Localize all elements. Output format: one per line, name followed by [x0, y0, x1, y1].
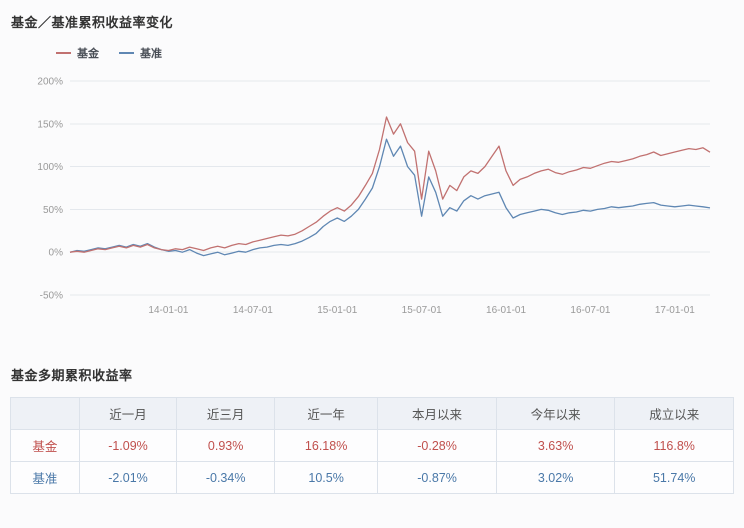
legend-item-基准[interactable]: 基准	[119, 45, 162, 61]
chart-section-title: 基金／基准累积收益率变化	[11, 15, 174, 30]
legend-item-基金[interactable]: 基金	[56, 45, 99, 61]
legend-label: 基金	[77, 48, 99, 60]
svg-text:0%: 0%	[49, 248, 64, 259]
svg-text:150%: 150%	[37, 119, 63, 130]
return-value-cell: 51.74%	[614, 461, 734, 494]
fund-performance-page: 基金／基准累积收益率变化 基金 基准 200% 150% 100% 50% 0% -50% 1…	[10, 15, 744, 494]
return-value-cell: 10.5%	[273, 461, 379, 494]
svg-text:17-01-01: 17-01-01	[655, 305, 695, 316]
return-value-cell: 3.63%	[495, 429, 616, 462]
cumulative-return-chart: 200% 150% 100% 50% 0% -50% 14-01-01 14-07-01 15-…	[37, 77, 711, 316]
svg-text:50%: 50%	[43, 205, 63, 216]
return-table-header: 近一月 近三月 近一年 本月以来 今年以来 成立以来	[10, 397, 734, 430]
table-row-基准: 基准 -2.01% -0.34% 10.5% -0.87% 3.02% 51.74%	[10, 461, 734, 494]
legend-line-icon	[56, 52, 71, 54]
header-cell: 成立以来	[614, 397, 734, 430]
legend-line-icon	[119, 52, 134, 54]
return-value-cell: -2.01%	[78, 461, 178, 494]
header-cell: 今年以来	[495, 397, 616, 430]
return-value-cell: 0.93%	[176, 429, 275, 462]
svg-text:100%: 100%	[37, 162, 63, 173]
chart-legend: 基金 基准	[56, 45, 744, 61]
return-value-cell: 16.18%	[273, 429, 379, 462]
cumulative-return-chart-card: 基金 基准 200% 150% 100% 50% 0% -50% 14-01-01 14-07-…	[26, 45, 744, 325]
header-cell: 近三月	[176, 397, 275, 430]
return-value-cell: -0.87%	[377, 461, 497, 494]
row-label: 基准	[10, 461, 80, 494]
legend-label: 基准	[140, 48, 162, 60]
svg-text:14-01-01: 14-01-01	[148, 305, 188, 316]
svg-text:15-07-01: 15-07-01	[402, 305, 442, 316]
series-line-基金	[69, 116, 711, 253]
header-cell-empty	[10, 397, 80, 430]
svg-text:15-01-01: 15-01-01	[317, 305, 357, 316]
table-row-基金: 基金 -1.09% 0.93% 16.18% -0.28% 3.63% 116.8%	[10, 429, 734, 462]
svg-text:16-01-01: 16-01-01	[486, 305, 526, 316]
header-cell: 本月以来	[377, 397, 497, 430]
svg-text:14-07-01: 14-07-01	[233, 305, 273, 316]
return-value-cell: -0.28%	[377, 429, 497, 462]
return-value-cell: 3.02%	[495, 461, 616, 494]
header-cell: 近一月	[78, 397, 178, 430]
row-label: 基金	[10, 429, 80, 462]
svg-text:200%: 200%	[37, 77, 63, 88]
series-line-基准	[69, 138, 711, 257]
table-header-row: 近一月 近三月 近一年 本月以来 今年以来 成立以来	[10, 397, 734, 430]
multi-period-return-table: 近一月 近三月 近一年 本月以来 今年以来 成立以来 基金 -1.09% 0.93% 16.18…	[10, 397, 734, 494]
table-section-title: 基金多期累积收益率	[11, 368, 133, 383]
return-table-body: 基金 -1.09% 0.93% 16.18% -0.28% 3.63% 116.8% 基准 -2…	[10, 429, 734, 494]
header-cell: 近一年	[273, 397, 379, 430]
return-value-cell: -0.34%	[176, 461, 275, 494]
return-value-cell: 116.8%	[614, 429, 734, 462]
svg-text:16-07-01: 16-07-01	[570, 305, 610, 316]
svg-text:-50%: -50%	[40, 291, 63, 302]
multi-period-section: 基金多期累积收益率 近一月 近三月 近一年 本月以来 今年以来 成立以来 基金 -1.09%…	[10, 353, 734, 494]
return-value-cell: -1.09%	[78, 429, 178, 462]
